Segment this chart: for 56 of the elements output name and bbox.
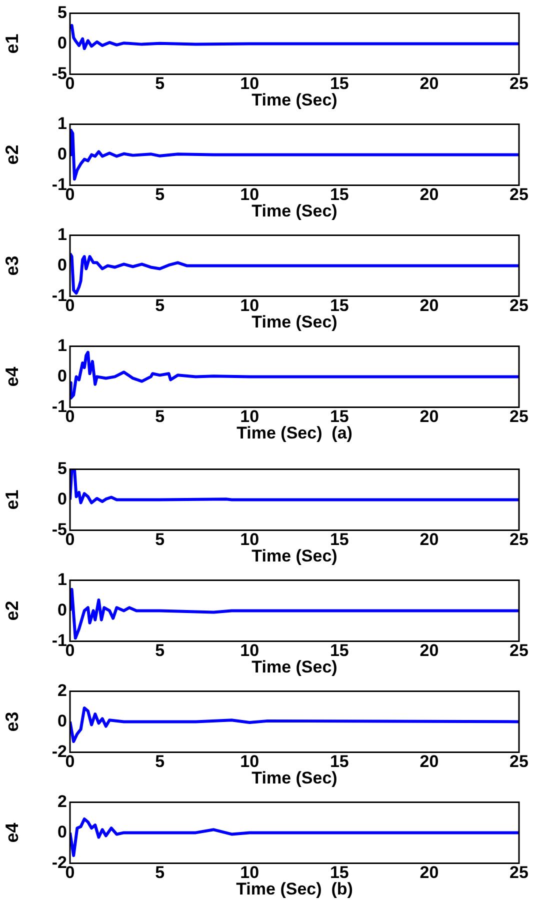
x-tick-label: 20 <box>420 407 439 426</box>
x-tick-label: 5 <box>155 185 165 204</box>
y-tick-label: 0 <box>58 600 67 620</box>
y-tick-label: 0 <box>58 144 67 164</box>
x-tick-label: 5 <box>155 752 165 772</box>
x-tick-label: 5 <box>155 407 165 426</box>
y-tick-label: 1 <box>58 114 67 133</box>
y-tick-label: -1 <box>52 396 67 416</box>
x-tick-label: 20 <box>420 296 439 316</box>
y-tick-label: 2 <box>58 680 67 700</box>
y-tick-label: -1 <box>52 630 67 650</box>
y-axis-title: e3 <box>2 256 22 276</box>
y-axis-title: e3 <box>2 712 22 732</box>
x-tick-label: 20 <box>420 752 439 772</box>
y-tick-label: 0 <box>58 489 67 508</box>
y-tick-label: 5 <box>58 458 67 478</box>
y-tick-label: 1 <box>58 570 67 589</box>
y-tick-label: -5 <box>52 64 67 83</box>
x-tick-label: 25 <box>510 863 528 882</box>
y-tick-label: -2 <box>52 742 67 761</box>
x-tick-label: 20 <box>420 863 439 882</box>
x-tick-label: 25 <box>510 530 528 550</box>
x-tick-label: 25 <box>510 296 528 316</box>
x-tick-label: 5 <box>155 74 165 94</box>
y-tick-label: 1 <box>58 336 67 355</box>
y-tick-label: -2 <box>52 852 67 872</box>
y-tick-label: 0 <box>58 255 67 274</box>
x-tick-label: 25 <box>510 74 528 94</box>
y-tick-label: -5 <box>52 520 67 539</box>
x-tick-label: 20 <box>420 185 439 204</box>
y-tick-label: -1 <box>52 174 67 194</box>
y-tick-label: 1 <box>58 224 67 244</box>
x-tick-label: 5 <box>155 296 165 316</box>
y-axis-title: e1 <box>2 490 22 510</box>
y-axis-title: e2 <box>2 600 22 621</box>
x-tick-label: 25 <box>510 185 528 204</box>
y-tick-label: 0 <box>58 366 67 386</box>
y-tick-label: 0 <box>58 822 67 842</box>
y-tick-label: -1 <box>52 286 67 305</box>
y-axis-title: e1 <box>2 34 22 54</box>
y-tick-label: 0 <box>58 711 67 730</box>
x-tick-label: 5 <box>155 641 165 660</box>
y-tick-label: 2 <box>58 792 67 811</box>
y-axis-title: e4 <box>2 822 22 843</box>
x-tick-label: 20 <box>420 74 439 94</box>
x-tick-label: 25 <box>510 641 528 660</box>
x-tick-label: 5 <box>155 530 165 550</box>
x-tick-label: 20 <box>420 530 439 550</box>
x-tick-label: 20 <box>420 641 439 660</box>
y-axis-title: e2 <box>2 144 22 165</box>
y-axis-title: e4 <box>2 366 22 387</box>
x-tick-label: 25 <box>510 752 528 772</box>
x-tick-label: 25 <box>510 407 528 426</box>
y-tick-label: 5 <box>58 2 67 22</box>
y-tick-label: 0 <box>58 33 67 52</box>
x-tick-label: 5 <box>155 863 165 882</box>
